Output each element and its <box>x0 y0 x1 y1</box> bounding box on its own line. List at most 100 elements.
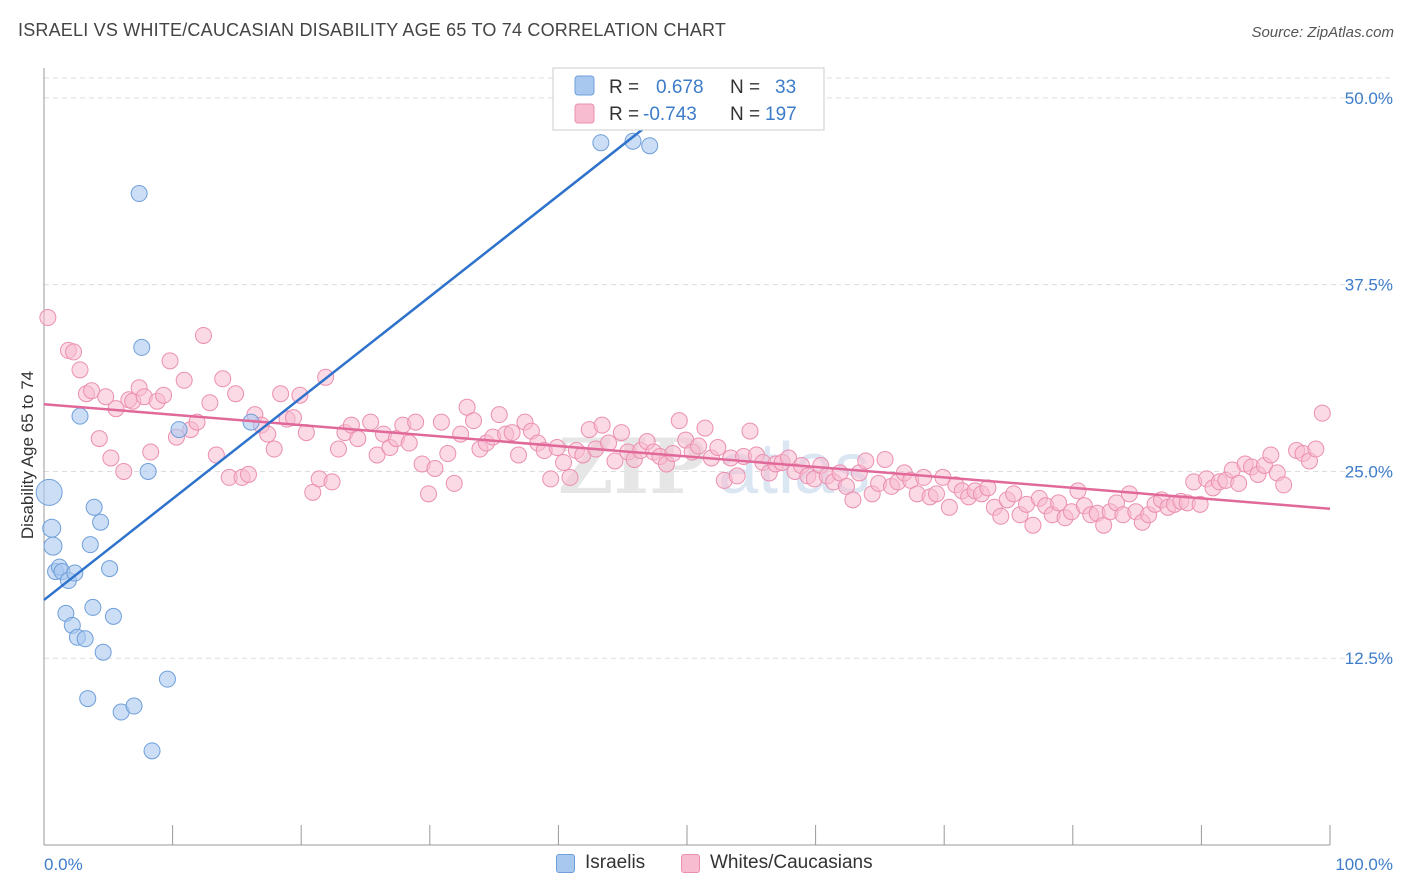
whites-caucasians-point <box>741 422 759 440</box>
whites-caucasians-point <box>503 424 521 442</box>
whites-caucasians-point <box>142 443 160 461</box>
whites-caucasians-point <box>1275 476 1293 494</box>
israelis-point <box>35 478 63 506</box>
legend-r-value: 0.678 <box>656 77 704 98</box>
legend-r-label: R = <box>609 77 639 98</box>
y-tick-label: 37.5% <box>1345 276 1393 295</box>
whites-caucasians-point <box>876 450 894 468</box>
whites-caucasians-point <box>542 470 560 488</box>
whites-caucasians-point <box>362 413 380 431</box>
whites-caucasians-point <box>420 485 438 503</box>
whites-caucasians-point <box>115 462 133 480</box>
whites-caucasians-point <box>83 382 101 400</box>
legend-n-label: N = <box>730 77 760 98</box>
whites-caucasians-point <box>194 326 212 344</box>
israelis-point <box>71 407 89 425</box>
whites-label: Whites/Caucasians <box>710 852 873 873</box>
whites-swatch <box>681 853 700 873</box>
israelis-point <box>92 513 110 531</box>
legend-swatch-whites <box>574 103 595 124</box>
legend-n-value: 197 <box>765 104 797 125</box>
whites-caucasians-point <box>1307 440 1325 458</box>
whites-caucasians-point <box>844 491 862 509</box>
whites-caucasians-point <box>426 459 444 477</box>
legend-swatch-israelis <box>574 75 595 96</box>
israelis-point <box>592 134 610 152</box>
gridlines <box>44 77 1392 659</box>
whites-caucasians-point <box>259 425 277 443</box>
whites-caucasians-points <box>39 309 1331 534</box>
whites-caucasians-point <box>102 449 120 467</box>
whites-caucasians-point <box>709 439 727 457</box>
israelis-point <box>158 670 176 688</box>
whites-caucasians-point <box>1005 485 1023 503</box>
whites-caucasians-point <box>612 424 630 442</box>
whites-caucasians-point <box>1050 494 1068 512</box>
israelis-label: Israelis <box>585 852 646 873</box>
source-label: Source: ZipAtlas.com <box>1251 24 1394 41</box>
whites-caucasians-point <box>97 388 115 406</box>
israelis-swatch <box>556 853 575 873</box>
whites-caucasians-trendline <box>43 402 1331 511</box>
x-tick-labels: 0.0% 100.0% <box>44 855 1393 874</box>
chart-title: ISRAELI VS WHITE/CAUCASIAN DISABILITY AG… <box>18 20 727 40</box>
whites-caucasians-point <box>291 386 309 404</box>
whites-caucasians-point <box>239 465 257 483</box>
israelis-point <box>85 498 103 516</box>
whites-caucasians-point <box>227 385 245 403</box>
legend-n-label: N = <box>730 104 760 125</box>
whites-caucasians-point <box>39 309 57 327</box>
israelis-point <box>125 697 143 715</box>
whites-caucasians-point <box>992 507 1010 525</box>
whites-caucasians-point <box>728 467 746 485</box>
whites-caucasians-point <box>439 445 457 463</box>
israelis-point <box>130 185 148 203</box>
trendlines <box>43 126 1331 601</box>
y-tick-label: 12.5% <box>1345 649 1393 668</box>
whites-caucasians-point <box>155 386 173 404</box>
whites-caucasians-point <box>670 412 688 430</box>
legend-r-label: R = <box>609 104 639 125</box>
whites-caucasians-point <box>432 413 450 431</box>
israelis-point <box>81 536 99 554</box>
whites-caucasians-point <box>65 343 83 361</box>
y-tick-label: 25.0% <box>1345 462 1393 481</box>
israelis-point <box>170 421 188 439</box>
axes <box>43 68 1331 846</box>
whites-caucasians-point <box>1230 474 1248 492</box>
israelis-point <box>84 598 102 616</box>
x-tick-label-max: 100.0% <box>1335 855 1393 874</box>
israelis-point <box>79 690 97 708</box>
israelis-point <box>43 536 63 556</box>
bottom-legend-whites: Whites/Caucasians <box>681 852 873 874</box>
israelis-point <box>42 518 62 538</box>
whites-caucasians-point <box>368 446 386 464</box>
whites-caucasians-point <box>349 430 367 448</box>
whites-caucasians-point <box>465 412 483 430</box>
israelis-points <box>35 132 659 760</box>
whites-caucasians-point <box>857 452 875 470</box>
israelis-point <box>133 338 151 356</box>
whites-caucasians-point <box>214 370 232 388</box>
whites-caucasians-point <box>407 413 425 431</box>
whites-caucasians-point <box>510 446 528 464</box>
whites-caucasians-point <box>561 468 579 486</box>
whites-caucasians-point <box>1024 516 1042 534</box>
israelis-point <box>641 137 659 155</box>
whites-caucasians-point <box>664 445 682 463</box>
whites-caucasians-point <box>696 419 714 437</box>
israelis-point <box>139 462 157 480</box>
legend-n-value: 33 <box>775 77 796 98</box>
whites-caucasians-point <box>927 485 945 503</box>
whites-caucasians-point <box>90 430 108 448</box>
whites-caucasians-point <box>555 453 573 471</box>
whites-caucasians-point <box>606 452 624 470</box>
x-tick-label-min: 0.0% <box>44 855 83 874</box>
israelis-trendline <box>43 126 646 601</box>
y-axis-label: Disability Age 65 to 74 <box>18 371 37 539</box>
israelis-point <box>624 132 642 150</box>
legend: R = 0.678 N = 33 R = -0.743 N = 197 <box>552 67 825 131</box>
israelis-point <box>143 742 161 760</box>
legend-r-value: -0.743 <box>643 104 697 125</box>
